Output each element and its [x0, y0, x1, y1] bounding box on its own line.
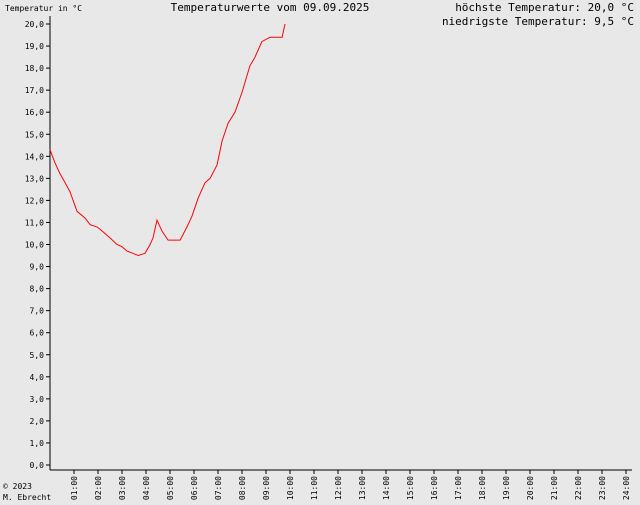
x-tick-label: 04:00 — [142, 476, 151, 500]
x-tick-label: 02:00 — [94, 476, 103, 500]
x-tick-label: 24:00 — [622, 476, 631, 500]
x-tick-label: 15:00 — [406, 476, 415, 500]
y-tick-label: 0,0 — [30, 461, 45, 470]
y-tick-label: 15,0 — [25, 130, 44, 139]
y-tick-label: 16,0 — [25, 108, 44, 117]
x-tick-label: 08:00 — [238, 476, 247, 500]
y-axis-label: Temperatur in °C — [5, 4, 82, 13]
x-tick-label: 19:00 — [502, 476, 511, 500]
y-tick-label: 11,0 — [25, 218, 44, 227]
x-tick-label: 22:00 — [574, 476, 583, 500]
y-tick-label: 3,0 — [30, 395, 45, 404]
x-tick-label: 01:00 — [70, 476, 79, 500]
x-tick-label: 16:00 — [430, 476, 439, 500]
y-tick-label: 14,0 — [25, 152, 44, 161]
x-tick-label: 07:00 — [214, 476, 223, 500]
x-tick-label: 21:00 — [550, 476, 559, 500]
x-tick-label: 12:00 — [334, 476, 343, 500]
credit: © 2023 — [3, 482, 32, 491]
x-tick-label: 14:00 — [382, 476, 391, 500]
x-tick-label: 18:00 — [478, 476, 487, 500]
chart-title: Temperaturwerte vom 09.09.2025 — [171, 1, 370, 14]
credit: M. Ebrecht — [3, 493, 51, 502]
x-tick-label: 23:00 — [598, 476, 607, 500]
x-tick-label: 05:00 — [166, 476, 175, 500]
max-annotation: höchste Temperatur: 20,0 °C — [455, 1, 634, 14]
x-tick-label: 13:00 — [358, 476, 367, 500]
y-tick-label: 13,0 — [25, 174, 44, 183]
y-tick-label: 19,0 — [25, 42, 44, 51]
y-tick-label: 2,0 — [30, 417, 45, 426]
x-tick-label: 09:00 — [262, 476, 271, 500]
y-tick-label: 5,0 — [30, 351, 45, 360]
y-tick-label: 10,0 — [25, 241, 44, 250]
x-tick-label: 06:00 — [190, 476, 199, 500]
x-tick-label: 03:00 — [118, 476, 127, 500]
y-tick-label: 7,0 — [30, 307, 45, 316]
x-tick-label: 20:00 — [526, 476, 535, 500]
y-tick-label: 6,0 — [30, 329, 45, 338]
x-tick-label: 10:00 — [286, 476, 295, 500]
temperature-line — [49, 23, 286, 257]
y-tick-label: 4,0 — [30, 373, 45, 382]
y-tick-label: 18,0 — [25, 64, 44, 73]
y-tick-label: 12,0 — [25, 196, 44, 205]
y-tick-label: 17,0 — [25, 86, 44, 95]
x-tick-label: 17:00 — [454, 476, 463, 500]
y-tick-label: 20,0 — [25, 20, 44, 29]
min-annotation: niedrigste Temperatur: 9,5 °C — [442, 15, 634, 28]
x-tick-label: 11:00 — [310, 476, 319, 500]
y-tick-label: 1,0 — [30, 439, 45, 448]
y-tick-label: 8,0 — [30, 285, 45, 294]
y-tick-label: 9,0 — [30, 263, 45, 272]
